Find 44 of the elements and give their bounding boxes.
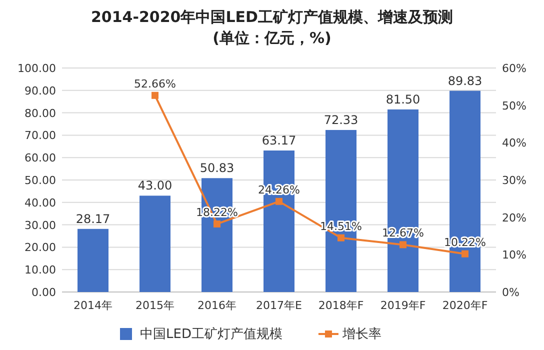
y-tick-label: 10.00 [24, 264, 56, 277]
y-tick-label: 50.00 [24, 174, 56, 187]
data-label: 89.83 [448, 74, 482, 88]
y-tick-label: 60.00 [24, 152, 56, 165]
data-label: 43.00 [138, 178, 172, 193]
y-tick-label: 80.00 [24, 106, 56, 120]
bar [78, 228, 108, 292]
x-tick-label: 2020年F [442, 299, 488, 312]
y-tick-label: 100.00 [18, 62, 56, 75]
y2-tick-label: 0% [502, 286, 520, 299]
x-tick-label: 2018年F [318, 299, 364, 312]
y-tick-label: 30.00 [24, 218, 56, 232]
point [400, 241, 406, 248]
legend-label: 增长率 [341, 326, 382, 342]
x-tick-label: 2019年F [380, 299, 426, 312]
y2-tick-label: 40% [502, 136, 526, 150]
y-tick-label: 20.00 [24, 241, 56, 254]
x-tick-label: 2017年E [256, 299, 302, 312]
bar [140, 196, 170, 292]
point [338, 234, 344, 242]
point [214, 220, 220, 228]
y-tick-label: 90.00 [24, 84, 56, 98]
y2-tick-label: 10% [502, 248, 526, 262]
x-tick-label: 2014年 [74, 299, 112, 312]
legend-label: 中国LED工矿灯产值规模 [140, 327, 282, 342]
data-label: 28.17 [76, 212, 110, 226]
chart-title: 2014-2020年中国LED工矿灯产值规模、增速及预测(单位：亿元，%) [91, 8, 453, 47]
data-label: 52.66% [134, 77, 176, 90]
y-tick-label: 40.00 [24, 196, 56, 210]
y2-tick-label: 20% [502, 211, 526, 224]
point [152, 92, 158, 99]
y2-tick-label: 60% [502, 62, 526, 75]
y-tick-label: 0.00 [32, 286, 56, 299]
y2-tick-label: 50% [502, 99, 526, 112]
y-tick-label: 70.00 [24, 129, 56, 142]
point [276, 198, 282, 205]
data-label: 72.33 [324, 112, 358, 127]
point [462, 250, 468, 258]
x-tick-label: 2015年 [136, 299, 174, 312]
data-label: 81.50 [386, 92, 420, 106]
data-label: 50.83 [200, 161, 234, 176]
y2-tick-label: 30% [502, 174, 526, 187]
data-label: 63.17 [262, 134, 296, 148]
x-tick-label: 2016年 [198, 299, 236, 312]
